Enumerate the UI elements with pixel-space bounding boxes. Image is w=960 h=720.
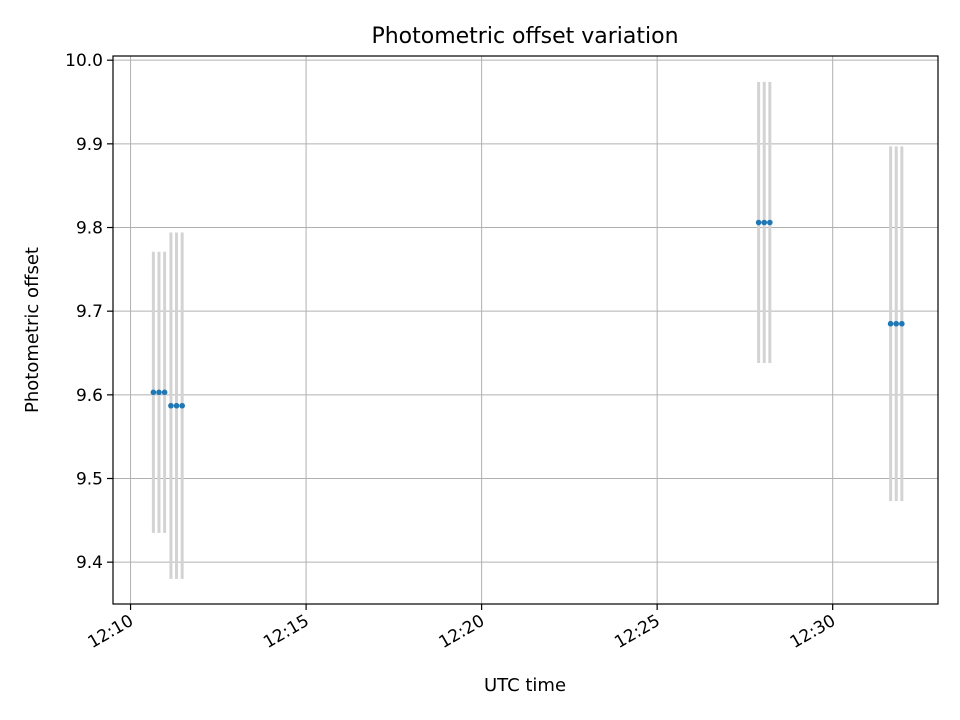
y-tick-label: 9.8	[76, 219, 103, 239]
x-tick-label: 12:15	[260, 611, 312, 653]
data-point	[767, 219, 773, 226]
y-tick-label: 9.7	[76, 302, 103, 322]
data-point	[893, 320, 900, 327]
error-bars	[151, 81, 904, 579]
x-tick-label: 12:10	[85, 611, 137, 653]
chart-title: Photometric offset variation	[371, 24, 678, 49]
data-point	[899, 320, 905, 327]
data-points	[150, 219, 905, 409]
x-tick-label: 12:20	[436, 611, 488, 653]
y-tick-label: 9.9	[76, 135, 103, 155]
data-point	[173, 402, 180, 409]
plot-frame	[112, 55, 939, 605]
x-tick-label: 12:25	[611, 611, 663, 653]
x-axis-label: UTC time	[484, 675, 566, 696]
x-axis-ticks: 12:10 12:15 12:20 12:25 12:30	[85, 604, 839, 653]
data-point	[761, 219, 768, 226]
data-point	[755, 219, 762, 226]
data-point	[168, 402, 174, 409]
data-point	[887, 320, 894, 327]
data-point	[156, 389, 162, 396]
x-tick-label: 12:30	[787, 611, 839, 653]
data-point	[179, 402, 185, 409]
y-tick-label: 10.0	[65, 51, 103, 71]
y-tick-label: 9.4	[76, 553, 103, 573]
y-axis-ticks: 9.4 9.5 9.6 9.7 9.8 9.9 10.0	[65, 51, 113, 573]
grid	[113, 56, 938, 604]
y-tick-label: 9.6	[76, 386, 103, 406]
data-point	[150, 389, 157, 396]
y-axis-label: Photometric offset	[22, 247, 43, 413]
data-point	[161, 389, 168, 396]
y-tick-label: 9.5	[76, 470, 103, 490]
